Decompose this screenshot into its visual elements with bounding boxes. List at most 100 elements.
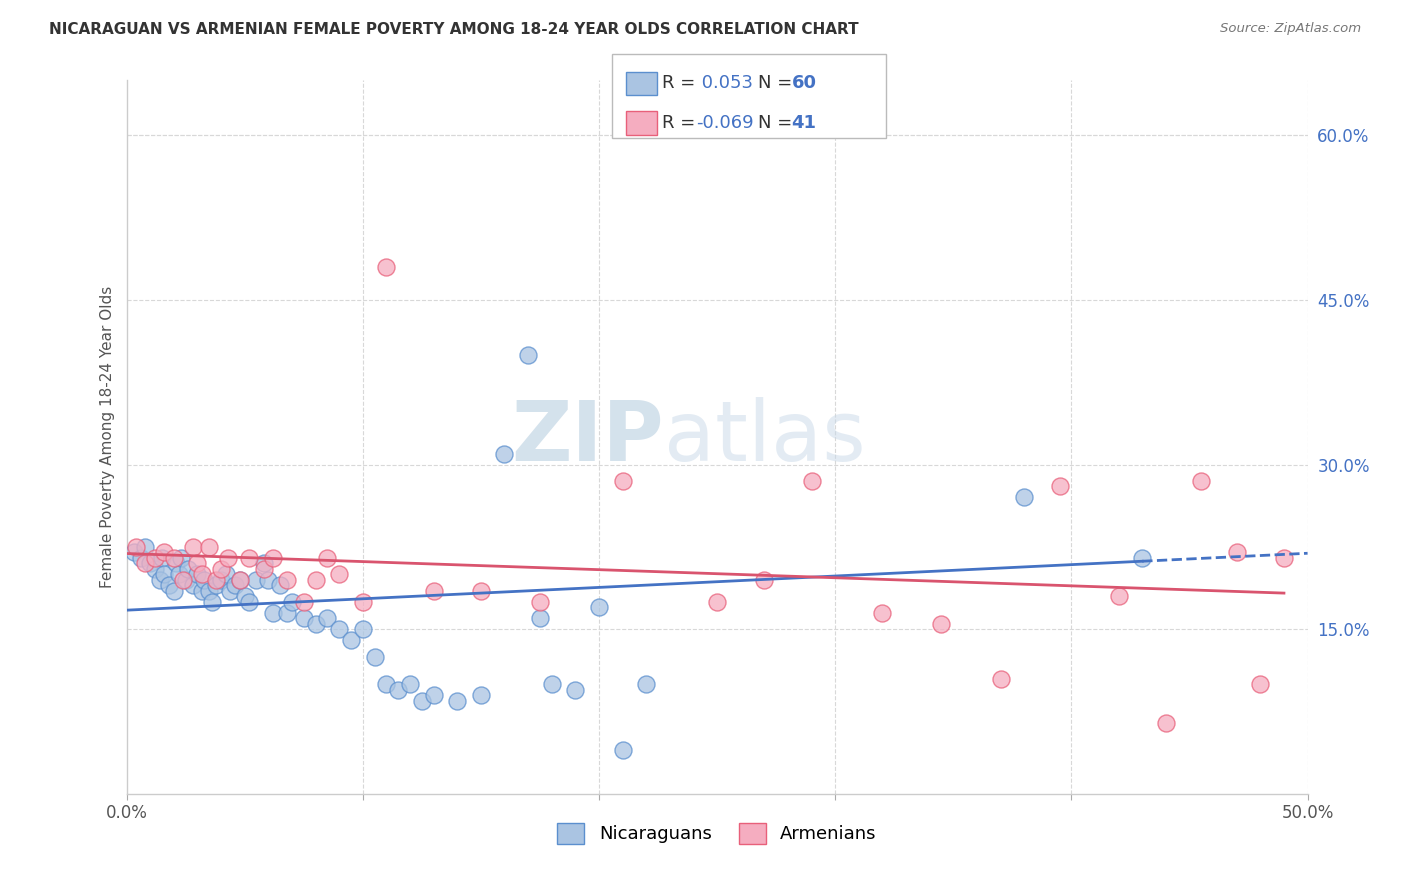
Point [564,682,586,697]
Point [252,562,274,576]
Point [1154,715,1177,730]
Point [636,677,658,691]
Text: ZIP: ZIP [512,397,664,477]
Point [328,622,350,636]
Point [134,540,156,554]
Point [167,567,190,582]
Point [1108,589,1130,603]
Point [153,567,176,582]
Point [352,622,374,636]
Point [165,557,187,571]
Legend: Nicaraguans, Armenians: Nicaraguans, Armenians [548,814,886,853]
Point [233,589,256,603]
Point [411,693,433,707]
Point [706,595,728,609]
Point [191,583,214,598]
Point [150,550,173,565]
Point [143,550,166,565]
Point [153,545,176,559]
Point [1272,550,1295,565]
Text: atlas: atlas [664,397,866,477]
Point [1189,474,1212,488]
Point [281,595,304,609]
Point [170,550,193,565]
Point [252,557,274,571]
Point [219,583,242,598]
Point [262,606,284,620]
Text: N =: N = [758,114,797,132]
Point [328,567,350,582]
Point [245,573,267,587]
Point [540,677,562,691]
Point [1249,677,1271,691]
Point [529,595,551,609]
Point [276,573,298,587]
Point [399,677,422,691]
Point [172,573,194,587]
Point [422,583,444,598]
Text: -0.069: -0.069 [696,114,754,132]
Y-axis label: Female Poverty Among 18-24 Year Olds: Female Poverty Among 18-24 Year Olds [100,286,115,588]
Point [931,616,953,631]
Text: R =: R = [662,74,702,92]
Point [292,611,315,625]
Point [470,688,492,702]
Point [612,474,634,488]
Point [238,550,260,565]
Point [129,550,152,565]
Point [262,550,284,565]
Point [352,595,374,609]
Point [422,688,444,702]
Point [1012,491,1035,505]
Point [134,557,156,571]
Text: R =: R = [662,114,702,132]
Text: Source: ZipAtlas.com: Source: ZipAtlas.com [1220,22,1361,36]
Point [200,595,222,609]
Point [209,573,232,587]
Point [125,540,148,554]
Point [181,578,204,592]
Text: 41: 41 [792,114,817,132]
Text: 0.053: 0.053 [696,74,754,92]
Point [209,562,232,576]
Point [375,677,398,691]
Point [224,578,246,592]
Point [217,550,239,565]
Point [238,595,260,609]
Point [177,562,200,576]
Point [276,606,298,620]
Point [193,573,215,587]
Point [387,682,409,697]
Point [139,557,162,571]
Point [149,573,172,587]
Point [157,578,180,592]
Point [191,567,214,582]
Point [470,583,492,598]
Point [375,260,398,274]
Point [186,557,208,571]
Point [304,616,326,631]
Point [292,595,315,609]
Point [269,578,291,592]
Point [205,573,228,587]
Point [517,348,540,362]
Text: N =: N = [758,74,797,92]
Point [494,446,516,460]
Point [588,600,610,615]
Point [1226,545,1249,559]
Point [872,606,894,620]
Point [186,567,208,582]
Point [612,743,634,757]
Point [143,562,166,576]
Point [215,567,238,582]
Point [340,633,363,648]
Point [529,611,551,625]
Point [163,583,186,598]
Point [174,573,197,587]
Point [990,672,1012,686]
Point [257,573,280,587]
Point [198,540,221,554]
Point [446,693,468,707]
Point [800,474,823,488]
Point [363,649,385,664]
